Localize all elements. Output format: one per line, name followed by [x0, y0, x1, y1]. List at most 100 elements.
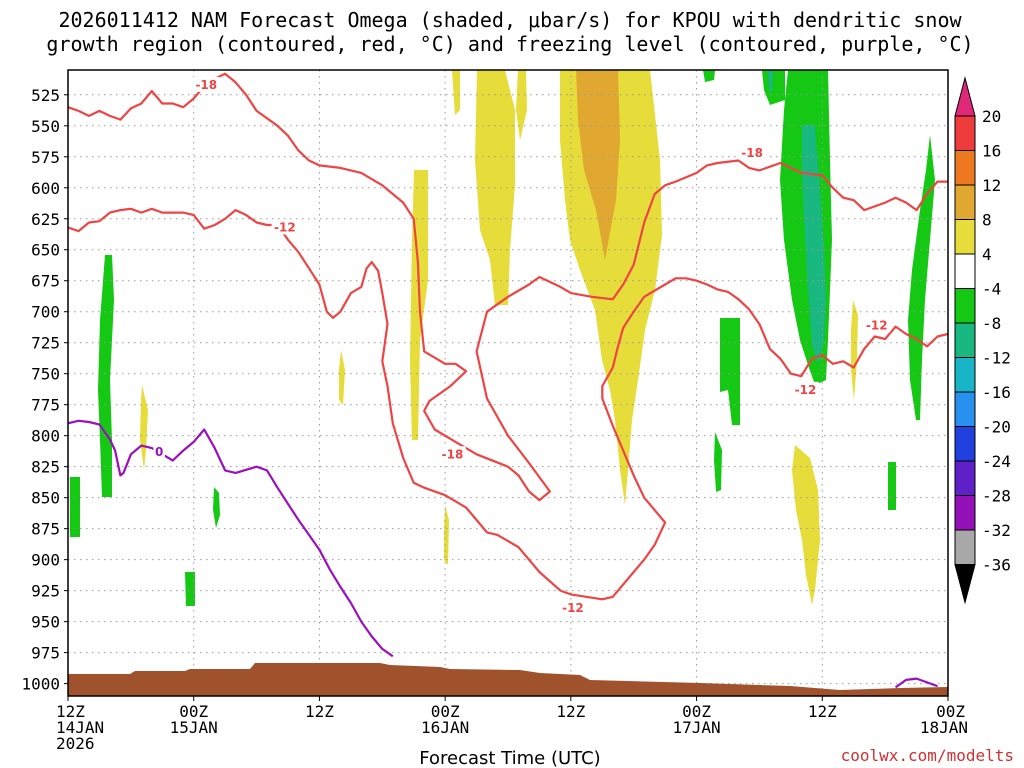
colorbar-swatch [954, 184, 976, 220]
y-tick-label: 700 [31, 303, 60, 322]
omega-area-green [70, 477, 80, 537]
colorbar-label: 8 [982, 211, 992, 230]
contour-line [68, 72, 948, 502]
contour-label: -18 [195, 78, 217, 92]
credit-text: coolwx.com/modelts [841, 746, 1014, 765]
contour-label: -18 [442, 447, 464, 461]
omega-area-yellow [792, 445, 820, 605]
colorbar-label: 4 [982, 245, 992, 264]
colorbar-swatch [954, 529, 976, 565]
contour-line [68, 419, 394, 658]
y-tick-label: 650 [31, 241, 60, 260]
colorbar-swatch [954, 460, 976, 496]
chart-title-line1: 2026011412 NAM Forecast Omega (shaded, μ… [58, 8, 962, 32]
contour-label: -18 [741, 146, 763, 160]
colorbar-swatch [954, 115, 976, 151]
y-tick-label: 550 [31, 117, 60, 136]
contour-label-bg [271, 219, 299, 235]
y-tick-label: 875 [31, 520, 60, 539]
omega-area-teal [802, 125, 826, 365]
colorbar-swatch [954, 357, 976, 393]
colorbar-label: -28 [982, 487, 1011, 506]
contour-label-bg [863, 317, 891, 333]
x-tick-label: 16JAN [421, 718, 469, 737]
plot-frame [67, 69, 949, 697]
colorbar-bottom-triangle [954, 564, 976, 605]
omega-area-green [213, 487, 220, 528]
omega-area-orange [576, 70, 620, 260]
colorbar-label: 16 [982, 142, 1001, 161]
colorbar-label: -12 [982, 349, 1011, 368]
colorbar-label: -32 [982, 521, 1011, 540]
grid-lines [68, 70, 948, 696]
omega-area-yellow [560, 70, 662, 505]
contour-label: -12 [795, 383, 817, 397]
omega-shading [70, 70, 935, 606]
contour-label-bg [738, 145, 766, 161]
x-tick-label: 12Z [808, 702, 837, 721]
x-tick-label: 00Z [179, 702, 208, 721]
x-tick-label: 14JAN [56, 718, 104, 737]
y-tick-label: 975 [31, 644, 60, 663]
colorbar-swatch [954, 391, 976, 427]
omega-area-green [714, 432, 722, 492]
omega-area-yellow [516, 70, 527, 140]
colorbar-swatch [954, 219, 976, 255]
x-tick-label: 00Z [936, 702, 965, 721]
x-tick-label: 15JAN [170, 718, 218, 737]
y-tick-label: 825 [31, 458, 60, 477]
omega-area-yellow [452, 70, 460, 115]
colorbar-label: -4 [982, 280, 1001, 299]
y-tick-label: 525 [31, 86, 60, 105]
x-tick-label: 12Z [305, 702, 334, 721]
x-tick-label: 17JAN [672, 718, 720, 737]
omega-area-green [888, 462, 896, 510]
omega-area-green [185, 572, 195, 606]
omega-area-yellow [339, 350, 345, 405]
y-tick-label: 575 [31, 148, 60, 167]
y-tick-label: 725 [31, 334, 60, 353]
omega-area-green [720, 318, 740, 425]
omega-area-green [703, 70, 715, 82]
y-tick-label: 750 [31, 365, 60, 384]
omega-area-green [98, 255, 114, 497]
colorbar-swatch [954, 495, 976, 531]
colorbar-label: -16 [982, 383, 1011, 402]
y-tick-label: 675 [31, 272, 60, 291]
colorbar: 20 16 12 8 4 -4 -8 -12 -16 -20 -24 -28 -32 -36 [954, 76, 1011, 605]
colorbar-label: -24 [982, 452, 1011, 471]
y-tick-label: 900 [31, 551, 60, 570]
plot-area: -18 -12 -18 -12 -18 -12 -12 0 [68, 70, 948, 696]
colorbar-swatch [954, 426, 976, 462]
contour-label-bg [792, 381, 819, 397]
contour-label: 0 [155, 445, 163, 459]
colorbar-swatch [954, 322, 976, 358]
colorbar-swatch [954, 288, 976, 324]
contour-label-bg [153, 443, 165, 459]
colorbar-swatch [954, 253, 976, 289]
contour-labels: -18 -12 -18 -12 -18 -12 -12 0 [153, 76, 891, 615]
contour-label-bg [439, 446, 466, 462]
y-tick-label: 775 [31, 396, 60, 415]
colorbar-swatch [954, 150, 976, 186]
contour-line [68, 207, 948, 601]
y-axis-ticks: 525 550 575 600 625 650 675 700 725 750 775 800 825 8… [21, 86, 68, 694]
omega-area-teal [768, 70, 773, 92]
y-tick-label: 600 [31, 179, 60, 198]
x-tick-label: 12Z [556, 702, 585, 721]
omega-area-yellow [851, 300, 858, 400]
y-tick-label: 850 [31, 489, 60, 508]
x-tick-label: 00Z [431, 702, 460, 721]
contour-label: -12 [274, 220, 296, 234]
y-tick-label: 925 [31, 582, 60, 601]
contour-label-bg [559, 599, 587, 615]
contour-label: -12 [866, 318, 888, 332]
colorbar-label: 20 [982, 107, 1001, 126]
colorbar-label: 12 [982, 176, 1001, 195]
contour-label: -12 [562, 601, 584, 615]
contour-label-bg [193, 76, 220, 92]
x-tick-label: 2026 [56, 734, 95, 753]
x-axis-label: Forecast Time (UTC) [419, 748, 600, 768]
